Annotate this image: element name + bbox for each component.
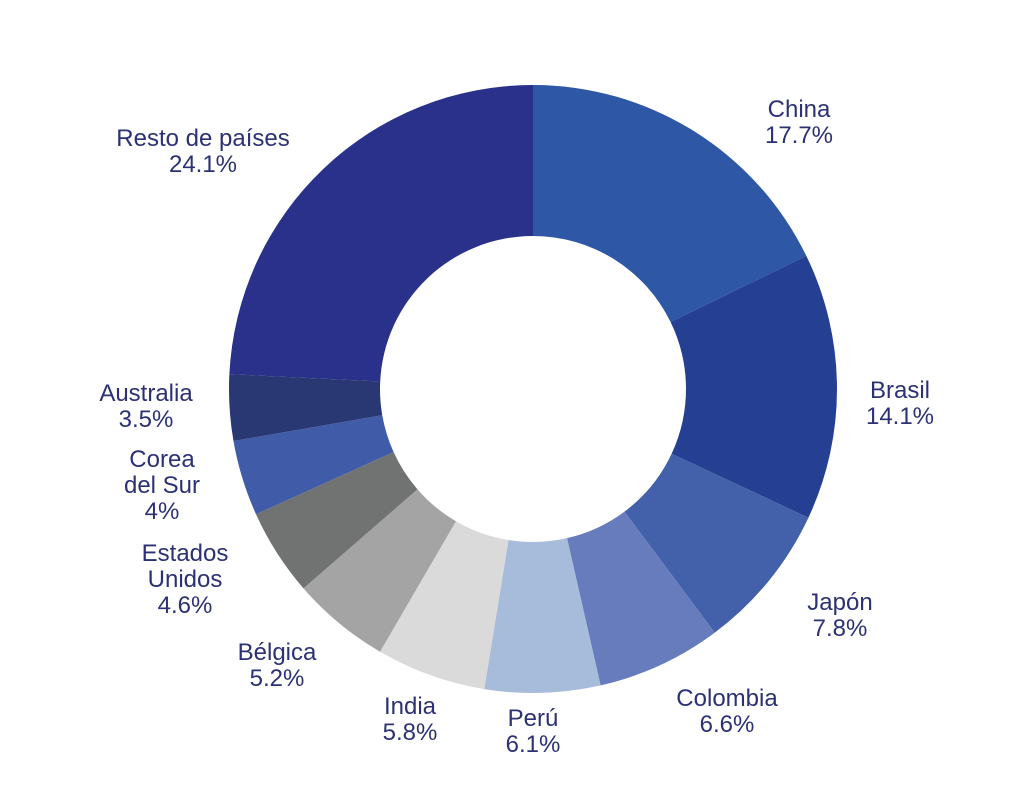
slice-label-name: del Sur — [123, 472, 201, 499]
slice-label: Estados Unidos 4.6% — [142, 541, 229, 619]
slice-label: Colombia 6.6% — [676, 686, 777, 738]
slice-label-value: 7.8% — [812, 615, 868, 642]
slice-label-value: 24.1% — [168, 151, 238, 178]
slice-label-value: 5.8% — [382, 719, 438, 746]
slice-india — [380, 521, 509, 690]
slice-label-name: Unidos — [147, 566, 223, 593]
slice-label-name: Colombia — [676, 685, 778, 712]
slice-colombia — [567, 511, 715, 686]
slice-label-name: Bélgica — [237, 639, 317, 666]
slice-label: India 5.8% — [383, 694, 438, 746]
slice-estados-unidos — [256, 452, 418, 589]
slice-australia — [228, 374, 383, 442]
slice-china — [533, 85, 807, 323]
slice-label-value: 5.2% — [249, 665, 305, 692]
slice-label: China 17.7% — [765, 97, 833, 149]
slice-label-value: 6.6% — [699, 711, 755, 738]
slice-label: Corea del Sur 4% — [124, 447, 200, 525]
slice-label-value: 3.5% — [118, 406, 174, 433]
slice-japón — [624, 453, 809, 633]
slice-label-value: 4.6% — [157, 592, 213, 619]
slice-label: Japón 7.8% — [807, 590, 872, 642]
slice-brasil — [670, 255, 837, 518]
slice-corea-del-sur — [233, 415, 394, 515]
slice-label-name: Estados — [141, 540, 229, 567]
slice-label: Brasil 14.1% — [866, 378, 934, 430]
slice-label-name: Perú — [507, 705, 559, 732]
slice-label-name: Australia — [99, 380, 193, 407]
slice-label-name: China — [767, 96, 831, 123]
slice-label-name: India — [383, 693, 437, 720]
slice-label-name: Resto de países — [116, 125, 290, 152]
slice-resto-de-países — [229, 85, 533, 382]
slice-label-name: Corea — [129, 446, 195, 473]
slice-label-value: 6.1% — [505, 731, 561, 758]
slice-label-name: Brasil — [869, 377, 930, 404]
slice-bélgica — [303, 489, 457, 652]
slice-label-value: 17.7% — [764, 122, 834, 149]
slice-label: Resto de países 24.1% — [116, 126, 289, 178]
slice-label-value: 4% — [144, 498, 180, 525]
slice-label: Australia 3.5% — [99, 381, 192, 433]
slice-label: Perú 6.1% — [506, 706, 561, 758]
slice-label: Bélgica 5.2% — [238, 640, 317, 692]
slice-label-value: 14.1% — [865, 403, 935, 430]
slice-label-name: Japón — [807, 589, 873, 616]
slice-perú — [484, 538, 601, 693]
